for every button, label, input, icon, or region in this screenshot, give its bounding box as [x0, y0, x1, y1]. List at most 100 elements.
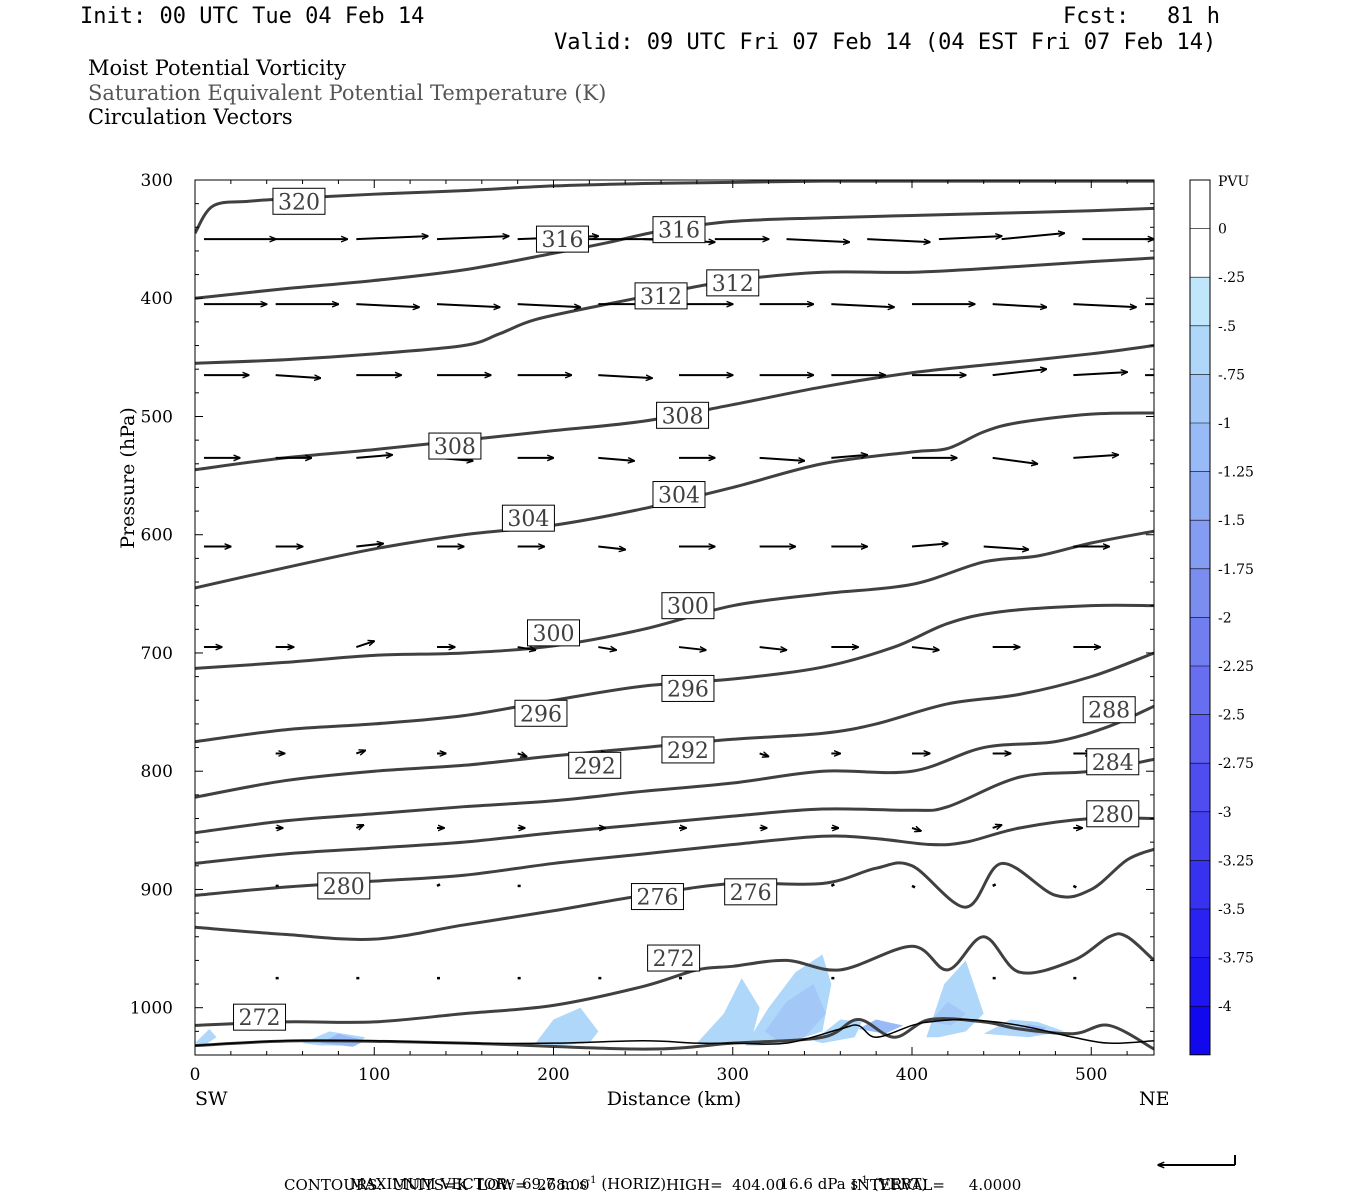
contour-label-text: 300 [667, 595, 709, 620]
contour-label: 296 [661, 674, 715, 702]
colorbar-label: -1.25 [1218, 465, 1254, 481]
circulation-vector [598, 374, 652, 378]
colorbar-swatch [1190, 471, 1210, 521]
circulation-vector [356, 455, 392, 459]
title-theta-es: Saturation Equivalent Potential Temperat… [88, 81, 607, 105]
forecast-label: Fcst: [1063, 4, 1130, 29]
x-tick-label: 100 [358, 1065, 390, 1085]
colorbar-label: -.5 [1218, 319, 1236, 335]
circulation-vector [911, 544, 948, 548]
colorbar-label: 0 [1218, 222, 1227, 238]
horiz-tag: (HORIZ) [601, 1175, 667, 1193]
contour-label: 312 [706, 269, 760, 297]
horiz-exponent: -1 [586, 1175, 597, 1186]
circulation-vector [356, 303, 419, 307]
contour-label: 280 [317, 872, 371, 900]
contour-line-288 [195, 704, 1154, 835]
vert-tag: (VERT) [872, 1175, 928, 1193]
contour-line-280 [195, 816, 1154, 897]
colorbar-swatch [1190, 957, 1210, 1007]
circulation-vector [1001, 233, 1065, 241]
contour-label: 272 [647, 944, 701, 972]
contour-info: CONTOURS: UNITS=K LOW= 268.00 [284, 1176, 590, 1194]
pv-region [926, 960, 984, 1038]
horiz-value: 69.7 m s [521, 1175, 587, 1193]
contour-line-276 [195, 847, 1154, 941]
contour-label: 320 [272, 187, 326, 215]
colorbar-swatch [1190, 277, 1210, 326]
circulation-vector [598, 547, 625, 550]
circulation-vector [938, 236, 1002, 241]
colorbar-swatch [1190, 666, 1210, 715]
circulation-vector [911, 828, 921, 831]
y-tick-label: 600 [141, 526, 173, 546]
colorbar-swatch [1190, 423, 1210, 472]
contour-label-text: 316 [658, 219, 700, 244]
circulation-vector [867, 238, 930, 242]
circulation-vector [356, 750, 365, 753]
circulation-vector [517, 647, 536, 650]
title-circulation: Circulation Vectors [88, 105, 293, 129]
circulation-vector [1072, 884, 1077, 889]
contour-label-text: 276 [730, 881, 772, 906]
circulation-vector [992, 825, 1002, 828]
circulation-vector [356, 236, 428, 241]
circulation-vector [678, 647, 706, 650]
circulation-vector [436, 883, 441, 888]
circulation-vector [911, 884, 916, 889]
pv-region [535, 1007, 599, 1046]
forecast-hour: 81 h [1167, 4, 1220, 29]
plot-frame [194, 179, 1155, 1056]
colorbar-swatch [1190, 1006, 1210, 1055]
init-time: Init: 00 UTC Tue 04 Feb 14 [80, 4, 425, 29]
contour-label-text: 280 [1092, 803, 1134, 828]
contour-label-text: 296 [520, 702, 562, 727]
x-tick-label: 300 [717, 1065, 749, 1085]
contour-label-text: 272 [653, 947, 695, 972]
contour-label-text: 312 [640, 285, 682, 310]
contour-label-text: 272 [239, 1006, 281, 1031]
pv-region [696, 978, 760, 1044]
circulation-vector [517, 753, 527, 756]
contour-label-text: 292 [574, 754, 616, 779]
vert-vector-line: 16.6 dPa s-1 (VERT) [770, 1157, 928, 1193]
circulation-vector [598, 647, 616, 650]
y-tick-label: 300 [141, 171, 173, 191]
reference-vector-arrow-icon [1158, 1155, 1236, 1165]
colorbar-label: -3.25 [1218, 853, 1254, 869]
circulation-vector [759, 753, 769, 756]
contour-label: 284 [1086, 748, 1140, 776]
circulation-vector [356, 641, 374, 649]
x-axis-label: Distance (km) [607, 1088, 742, 1110]
contour-line-272 [195, 932, 1154, 1027]
circulation-vector [992, 456, 1038, 464]
contour-label-text: 308 [434, 435, 476, 460]
contour-label: 276 [724, 878, 778, 906]
y-tick-label: 500 [141, 407, 173, 427]
contour-label: 280 [1086, 800, 1140, 828]
pv-region [765, 984, 826, 1041]
circulation-vector [436, 303, 500, 307]
contour-label: 292 [661, 736, 715, 764]
x-tick-label: 400 [896, 1065, 928, 1085]
colorbar-title: PVU [1218, 174, 1250, 190]
circulation-vector [598, 456, 634, 461]
contour-label: 272 [233, 1003, 287, 1031]
contour-label: 304 [501, 504, 555, 532]
y-tick-label: 800 [141, 762, 173, 782]
contour-interval: INTERVAL= 4.0000 [851, 1176, 1022, 1194]
colorbar-label: -.75 [1218, 367, 1245, 383]
circulation-vector [983, 545, 1029, 550]
x-tick-label: 200 [537, 1065, 569, 1085]
valid-time: Valid: 09 UTC Fri 07 Feb 14 (04 EST Fri … [554, 30, 1217, 55]
pv-shading [195, 954, 1065, 1047]
max-vector-label: MAXIMUM VECTOR: [349, 1175, 513, 1193]
contour-label-text: 280 [323, 875, 365, 900]
circulation-vector [992, 883, 997, 888]
colorbar-swatch [1190, 325, 1210, 375]
circulation-vector [831, 303, 894, 307]
title-mpv: Moist Potential Vorticity [88, 56, 346, 80]
contour-label: 312 [634, 282, 688, 310]
colorbar-swatch [1190, 568, 1210, 618]
